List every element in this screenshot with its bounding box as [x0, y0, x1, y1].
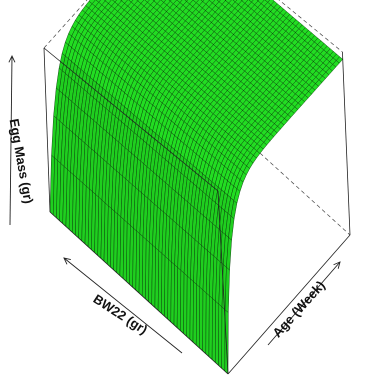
box-edge-base-right [171, 72, 351, 236]
box-edge-right-vertical [342, 51, 351, 236]
box-edge-top-back [43, 0, 88, 49]
x-axis-arrow [63, 257, 183, 354]
axis-arrows [8, 54, 341, 354]
box-edge-base-front-right [227, 234, 351, 375]
box-edge-top-front [43, 47, 219, 192]
surface-cell [215, 300, 220, 366]
box-edge-front-vertical [217, 190, 229, 375]
box-edge-left-vertical [43, 47, 51, 213]
y-axis-label: Age (Week) [269, 278, 327, 340]
y-axis-arrow [267, 261, 341, 346]
surface-mesh [49, 0, 344, 375]
surface-cell [211, 297, 216, 363]
bounding-box-front [43, 47, 351, 375]
box-edge-base-front [49, 211, 229, 375]
x-axis-label: BW22 (gr) [91, 291, 151, 337]
z-axis-arrow [8, 54, 16, 226]
